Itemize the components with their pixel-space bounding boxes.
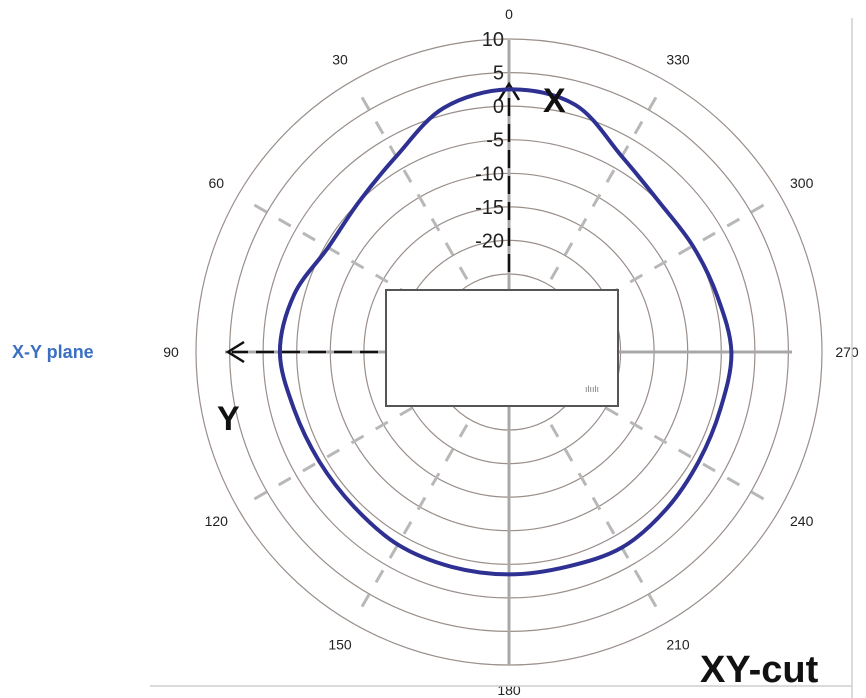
angle-tick-label: 30 [332, 51, 348, 67]
x-axis-arrowhead [497, 81, 521, 101]
angle-tick-label: 300 [790, 175, 814, 191]
radial-tick-label: -10 [475, 163, 504, 185]
radial-tick-label: 10 [482, 29, 504, 51]
radial-tick-label: 0 [493, 96, 504, 118]
device-outline [385, 289, 619, 407]
angle-tick-label: 150 [328, 637, 352, 653]
angle-tick-label: 210 [666, 637, 690, 653]
grid-spoke [358, 93, 469, 281]
radial-tick-label: -15 [475, 197, 504, 219]
plane-label: X-Y plane [12, 342, 94, 362]
y-axis-label: Y [217, 400, 240, 438]
angle-tick-label: 120 [205, 513, 229, 529]
angle-tick-label: 240 [790, 513, 814, 529]
angle-tick-label: 270 [835, 344, 859, 360]
angle-tick-label: 330 [666, 51, 690, 67]
x-axis-label: X [543, 82, 566, 120]
radiation-pattern-series [277, 87, 734, 577]
radial-tick-label: -20 [475, 230, 504, 252]
radial-tick-label: 5 [493, 63, 504, 85]
angle-tick-label: 90 [163, 344, 179, 360]
radial-tick-labels: 10 5 0 -5 -10 -15 -20 [475, 29, 504, 252]
grid-spoke [358, 423, 469, 611]
angle-tick-labels: 0 30 60 90 120 150 180 210 240 270 300 330 [163, 6, 859, 698]
radial-tick-label: -5 [486, 130, 504, 152]
y-axis-arrowhead [225, 340, 245, 364]
grid-spoke [580, 392, 768, 503]
device-logo: ılıılı [585, 384, 599, 394]
grid-spoke [549, 423, 660, 611]
grid-spoke [549, 93, 660, 281]
cut-label: XY-cut [700, 649, 819, 691]
grid-spoke [250, 392, 438, 503]
angle-tick-label: 60 [209, 175, 225, 191]
angle-tick-label: 180 [497, 682, 521, 698]
angle-tick-label: 0 [505, 6, 513, 22]
